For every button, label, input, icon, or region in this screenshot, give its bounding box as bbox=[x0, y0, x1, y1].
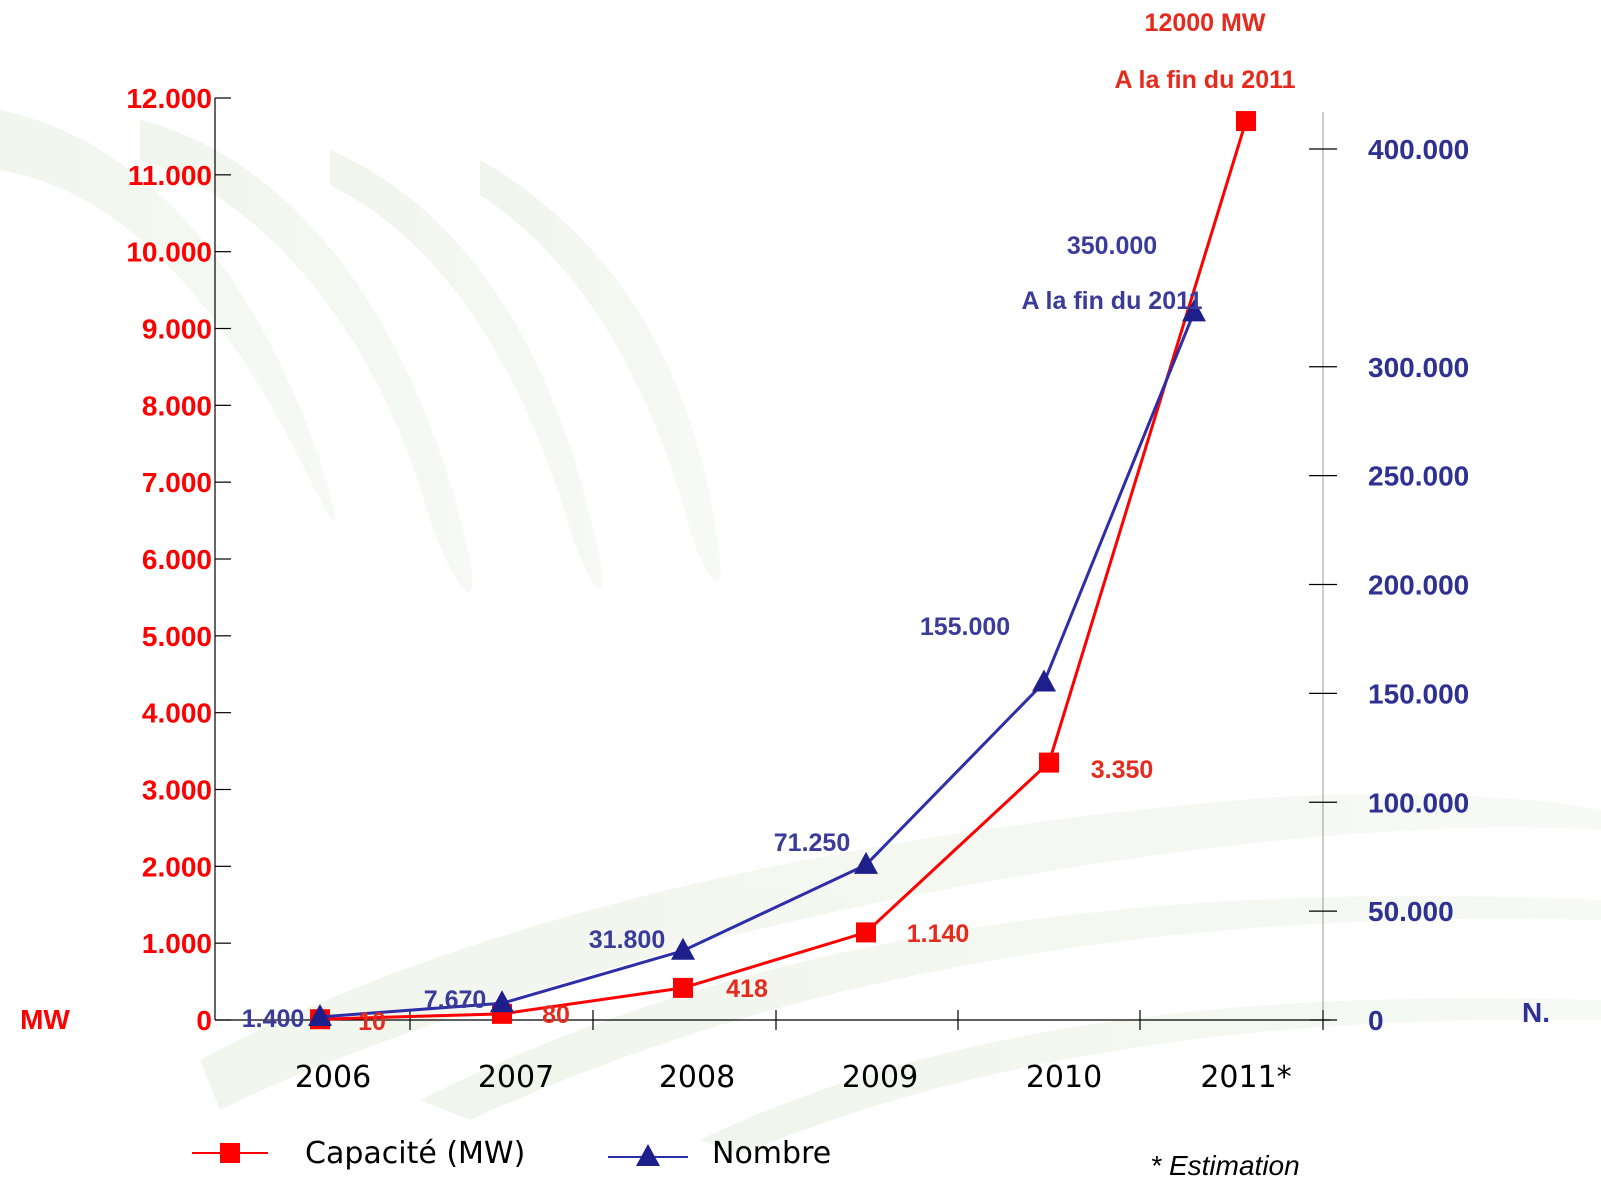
right-tick-label: 400.000 bbox=[1368, 134, 1469, 165]
annotation-nombre-date: A la fin du 2011 bbox=[1021, 287, 1202, 315]
label-layer: 10 80 418 1.140 3.350 1.400 7.670 31.800 71.250 1… bbox=[242, 9, 1296, 1036]
left-tick-label: 6.000 bbox=[142, 544, 212, 575]
data-label-capacite: 418 bbox=[726, 975, 768, 1003]
marker-capacite-2011* bbox=[1236, 111, 1256, 132]
left-tick-label: 1.000 bbox=[142, 928, 212, 959]
left-tick-label: 5.000 bbox=[142, 621, 212, 652]
x-tick-label: 2008 bbox=[659, 1060, 735, 1095]
right-tick-label: 150.000 bbox=[1368, 678, 1469, 709]
footnote-estimation: * Estimation bbox=[1150, 1150, 1299, 1181]
data-label-nombre: 7.670 bbox=[424, 986, 487, 1014]
legend-marker-capacite bbox=[220, 1143, 240, 1163]
data-label-nombre: 350.000 bbox=[1067, 232, 1157, 260]
legend-label-nombre: Nombre bbox=[712, 1136, 831, 1171]
data-label-capacite: 3.350 bbox=[1091, 756, 1154, 784]
data-label-capacite: 1.140 bbox=[907, 920, 970, 948]
left-tick-label: 9.000 bbox=[142, 314, 212, 345]
data-label-nombre: 71.250 bbox=[774, 829, 850, 857]
x-tick-label: 2011* bbox=[1200, 1060, 1291, 1095]
right-tick-label: 0 bbox=[1368, 1005, 1384, 1036]
marker-nombre-2010 bbox=[1032, 669, 1056, 692]
data-label-nombre: 31.800 bbox=[589, 926, 665, 954]
marker-nombre-2008 bbox=[671, 937, 695, 960]
data-label-capacite: 10 bbox=[358, 1008, 386, 1036]
marker-capacite-2008 bbox=[673, 977, 693, 998]
background-watermark bbox=[0, 110, 1601, 1155]
series-layer bbox=[308, 111, 1256, 1030]
left-tick-label: 0 bbox=[196, 1005, 212, 1036]
marker-capacite-2010 bbox=[1039, 752, 1059, 773]
left-tick-label: 12.000 bbox=[126, 83, 212, 114]
marker-nombre-2007 bbox=[490, 990, 514, 1013]
left-tick-label: 8.000 bbox=[142, 390, 212, 421]
right-tick-label: 200.000 bbox=[1368, 570, 1469, 601]
data-label-nombre: 1.400 bbox=[242, 1005, 305, 1033]
left-tick-label: 4.000 bbox=[142, 698, 212, 729]
series-line-capacite bbox=[319, 120, 1248, 1021]
right-tick-label: 250.000 bbox=[1368, 461, 1469, 492]
marker-capacite-2009 bbox=[856, 922, 876, 943]
data-label-nombre: 155.000 bbox=[920, 613, 1010, 641]
marker-nombre-2006 bbox=[308, 1003, 332, 1026]
left-tick-label: 7.000 bbox=[142, 467, 212, 498]
legend-marker-nombre bbox=[636, 1144, 660, 1166]
left-axis-label: MW bbox=[20, 1004, 70, 1035]
right-tick-label: 100.000 bbox=[1368, 787, 1469, 818]
data-label-capacite: 80 bbox=[542, 1001, 570, 1029]
left-tick-label: 11.000 bbox=[128, 160, 212, 191]
annotation-capacite-date: A la fin du 2011 bbox=[1114, 66, 1295, 94]
left-tick-label: 10.000 bbox=[126, 237, 212, 268]
legend: Capacité (MW) Nombre * Estimation bbox=[192, 1136, 1300, 1181]
right-tick-label: 50.000 bbox=[1368, 896, 1454, 927]
marker-nombre-2011* bbox=[1182, 299, 1206, 322]
x-tick-label: 2009 bbox=[842, 1060, 918, 1095]
axis-ticks: 0 1.000 2.000 3.000 4.000 5.000 6.000 7.000 8.00… bbox=[20, 83, 1550, 1095]
x-tick-label: 2010 bbox=[1026, 1060, 1102, 1095]
x-tick-label: 2006 bbox=[295, 1060, 371, 1095]
right-tick-label: 300.000 bbox=[1368, 352, 1469, 383]
marker-nombre-2009 bbox=[854, 851, 878, 874]
x-tick-label: 2007 bbox=[478, 1060, 554, 1095]
right-axis-label: N. bbox=[1522, 997, 1550, 1028]
annotation-capacite-total: 12000 MW bbox=[1145, 9, 1266, 37]
legend-label-capacite: Capacité (MW) bbox=[305, 1136, 525, 1171]
left-tick-label: 2.000 bbox=[142, 851, 212, 882]
series-line-nombre bbox=[319, 311, 1196, 1019]
left-tick-label: 3.000 bbox=[142, 775, 212, 806]
